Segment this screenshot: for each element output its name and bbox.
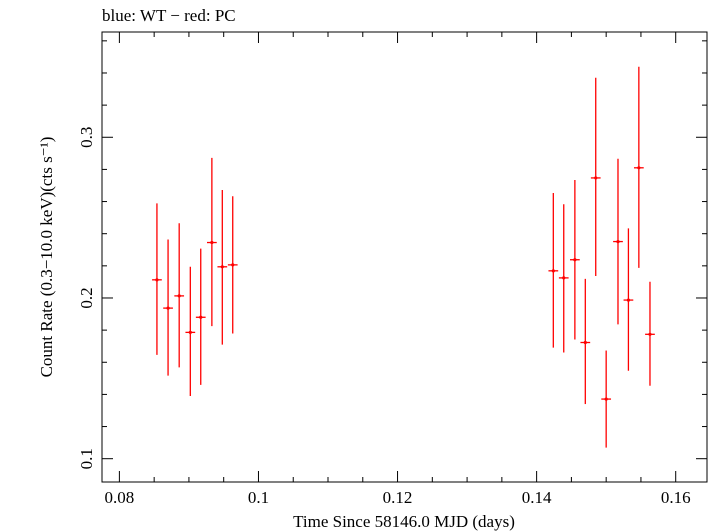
data-point bbox=[580, 278, 591, 405]
point-marker bbox=[188, 330, 192, 334]
data-point bbox=[633, 66, 644, 268]
data-point bbox=[207, 157, 217, 327]
point-marker bbox=[583, 340, 587, 345]
point-marker bbox=[604, 397, 608, 401]
data-point bbox=[613, 158, 623, 325]
x-tick-label: 0.14 bbox=[522, 488, 552, 507]
data-point bbox=[185, 266, 196, 397]
x-tick-label: 0.12 bbox=[383, 488, 413, 507]
data-point bbox=[570, 180, 580, 340]
data-point bbox=[163, 239, 173, 376]
y-tick-label: 0.3 bbox=[77, 127, 96, 148]
point-marker bbox=[573, 258, 577, 262]
data-point bbox=[558, 204, 569, 353]
point-marker bbox=[648, 332, 652, 336]
point-marker bbox=[562, 276, 566, 280]
chart-title: blue: WT − red: PC bbox=[102, 6, 236, 25]
point-marker bbox=[231, 263, 235, 267]
point-marker bbox=[637, 166, 641, 170]
x-tick-label: 0.08 bbox=[105, 488, 135, 507]
y-tick-label: 0.1 bbox=[77, 448, 96, 469]
point-marker bbox=[177, 294, 181, 298]
y-axis-label: Count Rate (0.3−10.0 keV)(cts s⁻¹) bbox=[37, 137, 56, 378]
point-marker bbox=[626, 298, 631, 302]
data-point bbox=[227, 196, 238, 334]
data-series bbox=[152, 66, 655, 448]
x-axis-label: Time Since 58146.0 MJD (days) bbox=[293, 512, 515, 531]
data-point bbox=[195, 248, 206, 385]
point-marker bbox=[220, 265, 224, 269]
point-marker bbox=[199, 315, 203, 319]
data-point bbox=[217, 189, 228, 345]
plot-frame bbox=[101, 31, 708, 483]
data-point bbox=[590, 77, 601, 276]
data-point bbox=[645, 281, 655, 386]
x-tick-label: 0.16 bbox=[661, 488, 691, 507]
point-marker bbox=[551, 269, 555, 273]
data-point bbox=[152, 203, 162, 355]
x-tick-label: 0.1 bbox=[248, 488, 269, 507]
point-marker bbox=[616, 239, 620, 244]
point-marker bbox=[210, 240, 214, 245]
y-tick-label: 0.2 bbox=[77, 287, 96, 308]
point-marker bbox=[594, 176, 598, 180]
data-point bbox=[623, 228, 634, 371]
point-marker bbox=[166, 306, 170, 310]
data-point bbox=[174, 223, 185, 368]
y-axis: 0.1 0.2 0.3 bbox=[77, 40, 707, 469]
x-axis: 0.08 0.1 0.12 0.14 0.16 bbox=[105, 32, 691, 507]
point-marker bbox=[155, 278, 159, 282]
data-point bbox=[601, 350, 612, 448]
data-point bbox=[548, 193, 559, 348]
